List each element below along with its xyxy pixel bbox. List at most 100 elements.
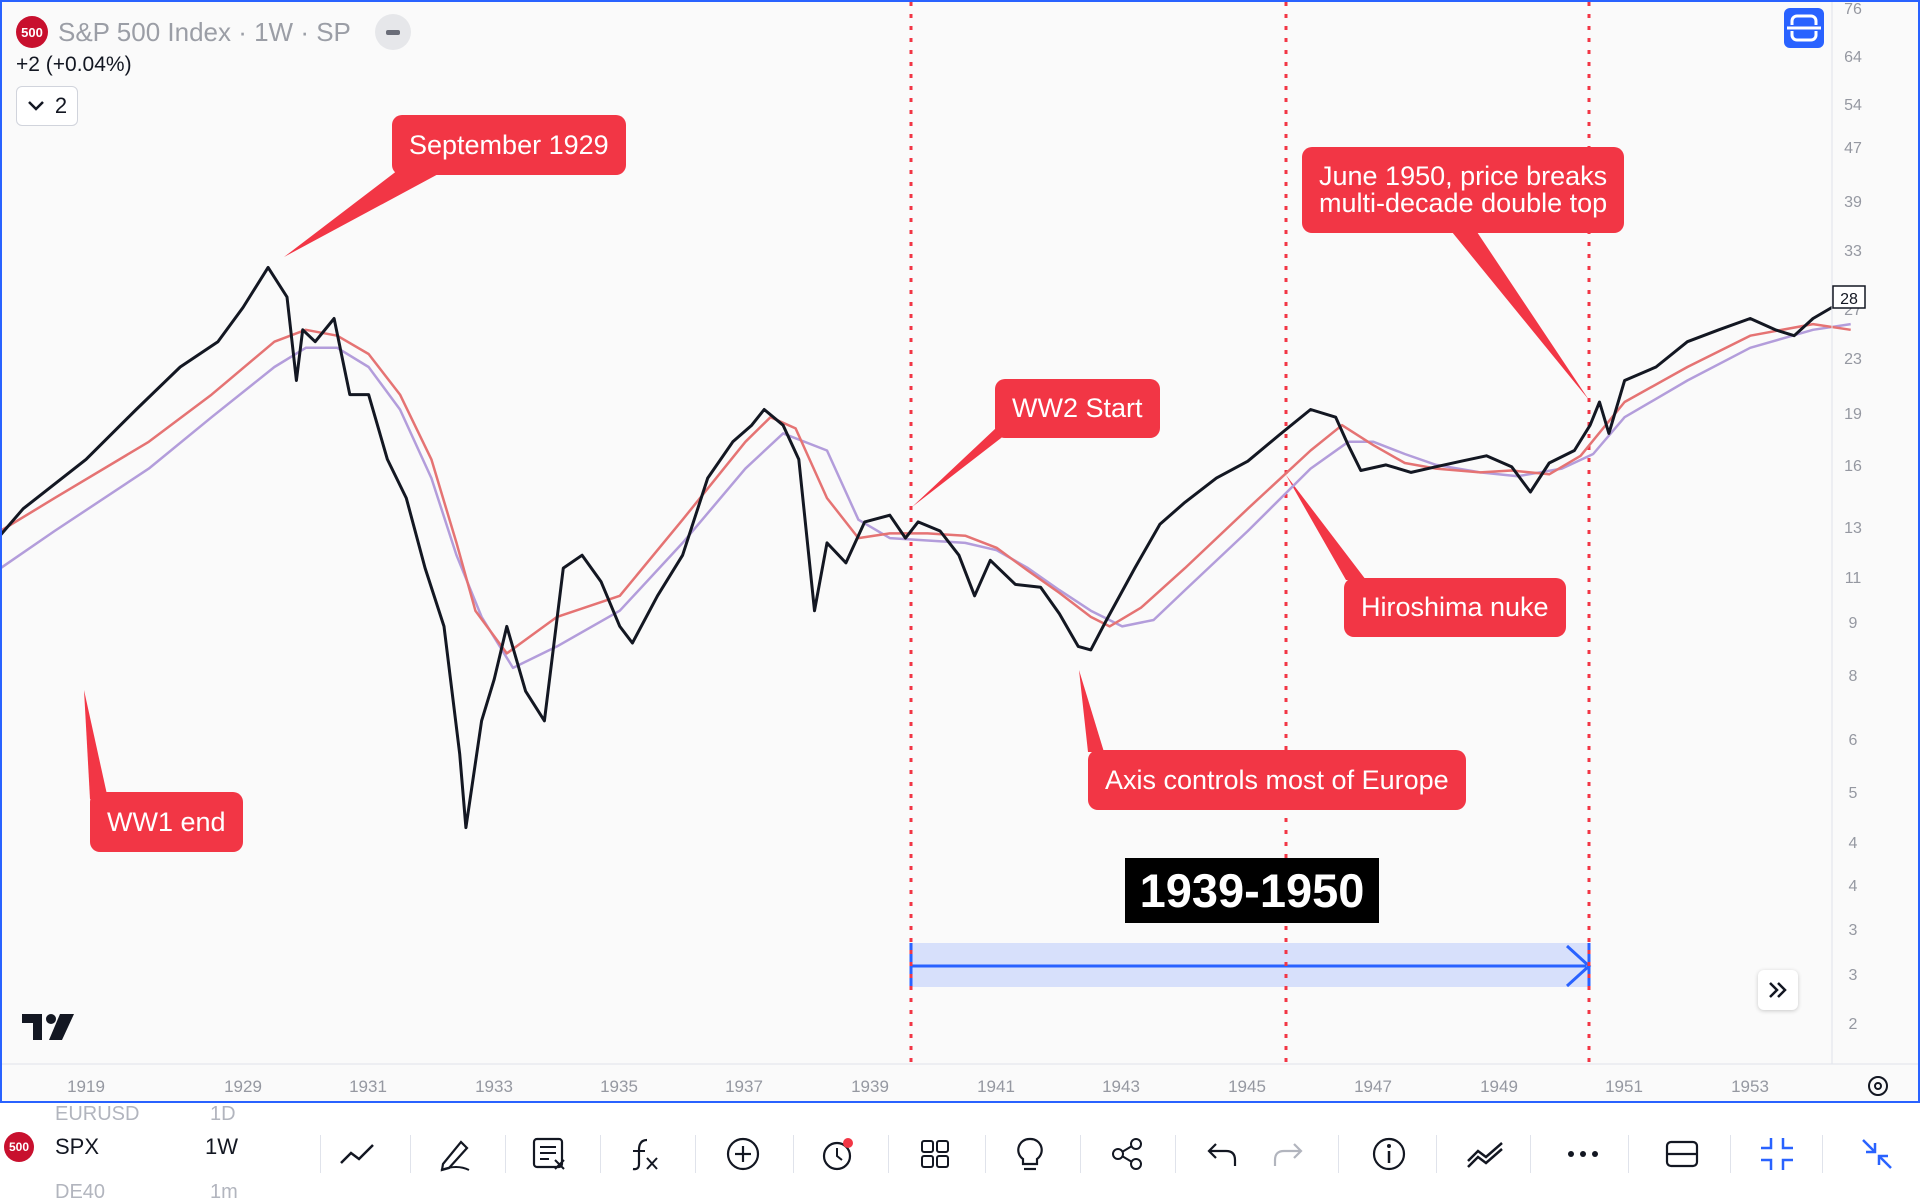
chart-style-icon[interactable] xyxy=(335,1132,379,1176)
price-series-line xyxy=(2,265,1852,830)
toolbar-separator xyxy=(1822,1135,1823,1173)
bottom-toolbar: EURUSD 1D DE40 1m xyxy=(0,1103,1920,1203)
toolbar-separator xyxy=(1530,1135,1531,1173)
symbol-badge: 500 xyxy=(4,1132,34,1162)
callout-pointer-september-1929 xyxy=(284,167,442,257)
fullscreen-button[interactable] xyxy=(1784,8,1824,48)
toolbar-separator xyxy=(695,1135,696,1173)
x-tick-label: 1953 xyxy=(1731,1077,1769,1096)
moving-average-fast-line xyxy=(2,322,1851,655)
last-price-label: 28 xyxy=(1840,291,1858,308)
compare-icon[interactable] xyxy=(1464,1132,1508,1176)
split-view-icon[interactable] xyxy=(1660,1132,1704,1176)
y-tick-label: 39 xyxy=(1844,194,1862,211)
x-tick-label: 1949 xyxy=(1480,1077,1518,1096)
y-tick-label: 13 xyxy=(1844,520,1862,537)
symbol-title: S&P 500 Index · 1W · SP xyxy=(58,16,351,47)
y-tick-label: 19 xyxy=(1844,406,1862,423)
callout-pointer-ww2-start xyxy=(912,428,1014,507)
date-range-label: 1939-1950 xyxy=(1125,858,1379,923)
y-tick-label: 54 xyxy=(1844,97,1862,114)
toolbar-separator xyxy=(985,1135,986,1173)
callout-ww1-end[interactable]: WW1 end xyxy=(90,792,243,852)
settings-gear-icon[interactable] xyxy=(1868,1076,1888,1096)
indicator-count: 2 xyxy=(54,93,68,118)
y-tick-label: 23 xyxy=(1844,351,1862,368)
text-note-icon[interactable] xyxy=(527,1132,571,1176)
x-tick-label: 1951 xyxy=(1605,1077,1643,1096)
toolbar-separator xyxy=(505,1135,506,1173)
callout-pointer-hiroshima xyxy=(1286,475,1366,580)
alarm-clock-icon[interactable] xyxy=(816,1132,860,1176)
toolbar-separator xyxy=(1436,1135,1437,1173)
y-tick-label: 3 xyxy=(1849,922,1858,939)
symbol-title-row: 500 S&P 500 Index · 1W · SP xyxy=(16,14,411,50)
watchlist-symbol-next[interactable]: DE40 xyxy=(55,1181,106,1203)
toolbar-separator xyxy=(1628,1135,1629,1173)
x-tick-label: 1943 xyxy=(1102,1077,1140,1096)
chart-frame[interactable]: 76 64 54 47 39 33 27 23 19 16 13 11 9 8 6 5 4 4 3 3 2 1919 19… xyxy=(0,0,1920,1103)
y-tick-label: 11 xyxy=(1845,570,1862,587)
add-circle-icon[interactable] xyxy=(721,1132,765,1176)
toolbar-separator xyxy=(410,1135,411,1173)
y-tick-label: 47 xyxy=(1844,140,1862,157)
price-change: +2 (+0.04%) xyxy=(16,53,132,76)
symbol-label[interactable]: SPX xyxy=(55,1134,100,1159)
info-icon[interactable] xyxy=(1367,1132,1411,1176)
x-tick-label: 1939 xyxy=(851,1077,889,1096)
redo-icon[interactable] xyxy=(1266,1132,1310,1176)
y-tick-label: 4 xyxy=(1849,878,1858,895)
x-tick-label: 1935 xyxy=(600,1077,638,1096)
symbol-selector[interactable]: 500 SPX 1W xyxy=(0,1132,238,1162)
fullscreen-icon xyxy=(1787,14,1821,42)
expand-panel-button[interactable] xyxy=(1758,970,1798,1010)
index-badge: 500 xyxy=(16,16,48,48)
x-tick-label: 1929 xyxy=(224,1077,262,1096)
callout-pointer-axis-europe xyxy=(1079,670,1104,752)
indicators-toggle-button[interactable]: 2 xyxy=(16,86,78,126)
interval-label[interactable]: 1W xyxy=(205,1134,238,1159)
last-price-tag xyxy=(1832,285,1866,309)
lightbulb-icon[interactable] xyxy=(1008,1132,1052,1176)
callout-ww2-start[interactable]: WW2 Start xyxy=(995,379,1160,438)
y-tick-label: 4 xyxy=(1849,835,1858,852)
collapse-legend-button[interactable] xyxy=(374,14,411,50)
minimize-arrows-icon[interactable] xyxy=(1855,1132,1899,1176)
x-tick-label: 1933 xyxy=(475,1077,513,1096)
tradingview-logo-icon xyxy=(22,1014,74,1040)
x-tick-label: 1937 xyxy=(725,1077,763,1096)
chevron-down-icon xyxy=(27,101,44,111)
callout-axis-europe[interactable]: Axis controls most of Europe xyxy=(1088,750,1466,810)
share-icon[interactable] xyxy=(1105,1132,1149,1176)
y-tick-label: 8 xyxy=(1849,668,1858,685)
watchlist-interval-prev[interactable]: 1D xyxy=(210,1103,236,1125)
x-tick-label: 1941 xyxy=(977,1077,1015,1096)
callout-september-1929[interactable]: September 1929 xyxy=(392,115,626,175)
watchlist-symbol-prev[interactable]: EURUSD xyxy=(55,1103,140,1125)
collapse-view-icon[interactable] xyxy=(1755,1132,1799,1176)
double-chevron-right-icon xyxy=(1769,982,1787,998)
undo-icon[interactable] xyxy=(1200,1132,1244,1176)
x-tick-label: 1947 xyxy=(1354,1077,1392,1096)
y-tick-label: 16 xyxy=(1844,458,1862,475)
watchlist-interval-next[interactable]: 1m xyxy=(210,1181,238,1203)
layout-grid-icon[interactable] xyxy=(913,1132,957,1176)
formula-icon[interactable] xyxy=(623,1132,667,1176)
y-tick-label: 2 xyxy=(1849,1016,1858,1033)
more-icon[interactable] xyxy=(1561,1132,1605,1176)
callout-pointer-june-1950 xyxy=(1452,232,1589,400)
toolbar-separator xyxy=(1080,1135,1081,1173)
x-tick-label: 1931 xyxy=(349,1077,387,1096)
callout-hiroshima[interactable]: Hiroshima nuke xyxy=(1344,578,1566,637)
callout-pointer-ww1-end xyxy=(84,690,108,799)
toolbar-separator xyxy=(1338,1135,1339,1173)
y-tick-label: 9 xyxy=(1849,615,1858,632)
callout-june-1950[interactable]: June 1950, price breaks multi-decade dou… xyxy=(1302,147,1625,233)
toolbar-separator xyxy=(600,1135,601,1173)
toolbar-separator xyxy=(888,1135,889,1173)
toolbar-separator xyxy=(320,1135,321,1173)
y-tick-label: 33 xyxy=(1844,243,1862,260)
drawing-pen-icon[interactable] xyxy=(433,1132,477,1176)
moving-average-slow-line xyxy=(2,322,1851,670)
